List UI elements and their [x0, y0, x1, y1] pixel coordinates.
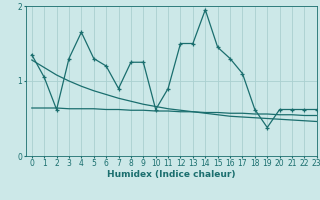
X-axis label: Humidex (Indice chaleur): Humidex (Indice chaleur) — [107, 170, 236, 179]
